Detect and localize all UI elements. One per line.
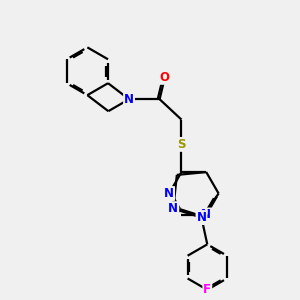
Text: O: O bbox=[160, 71, 170, 84]
Text: N: N bbox=[201, 208, 211, 221]
Text: N: N bbox=[196, 211, 206, 224]
Text: N: N bbox=[124, 93, 134, 106]
Text: N: N bbox=[168, 202, 178, 215]
Text: S: S bbox=[177, 138, 186, 151]
Text: F: F bbox=[203, 283, 211, 296]
Text: N: N bbox=[164, 187, 174, 200]
